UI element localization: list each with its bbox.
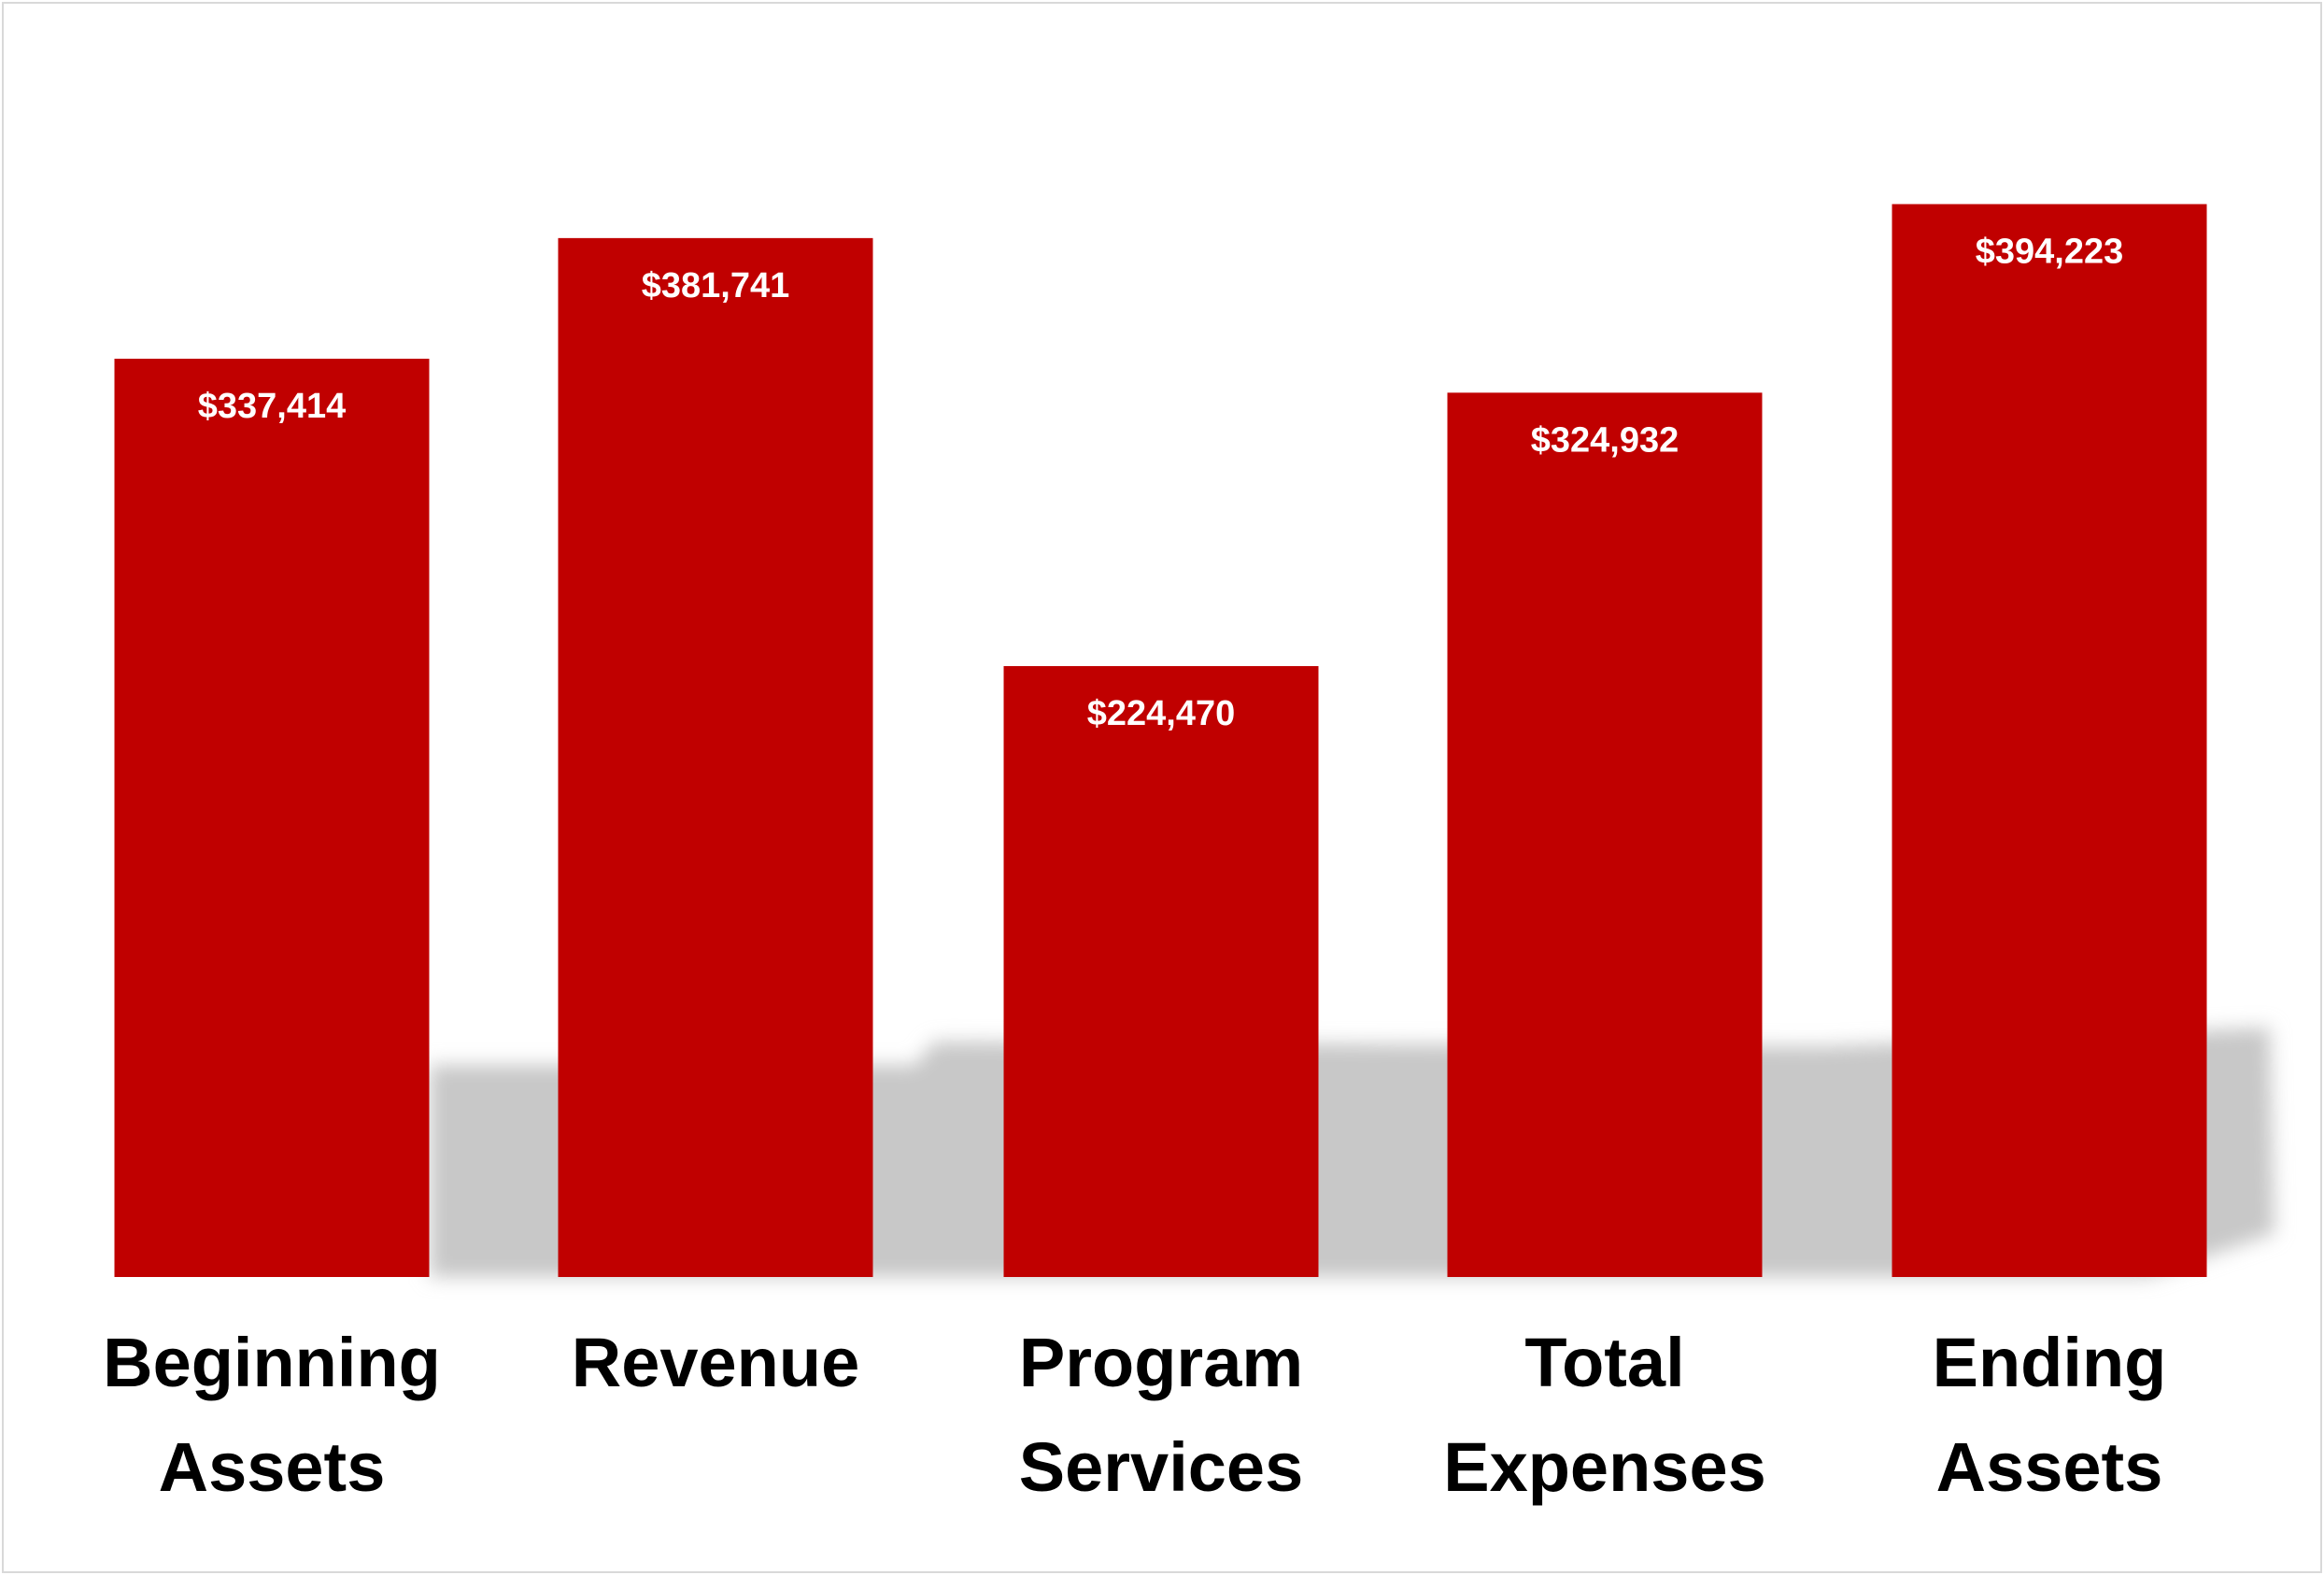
x-tick-label: Ending Assets xyxy=(1932,1324,2167,1506)
x-tick-label: Total Expenses xyxy=(1443,1324,1766,1506)
x-tick-label: Beginning Assets xyxy=(103,1324,441,1506)
floor-shadow xyxy=(430,1028,2274,1277)
x-tick-label: Revenue xyxy=(571,1324,860,1401)
bar xyxy=(558,237,873,1278)
x-tick-label: Program Services xyxy=(1018,1324,1304,1506)
value-label: $337,414 xyxy=(198,387,347,426)
value-label: $381,741 xyxy=(642,266,790,305)
bar xyxy=(1003,666,1319,1277)
bar xyxy=(1892,204,2207,1278)
value-label: $394,223 xyxy=(1976,232,2124,271)
bar xyxy=(114,359,430,1277)
value-label: $224,470 xyxy=(1087,694,1236,733)
bar xyxy=(1447,392,1763,1278)
value-label: $324,932 xyxy=(1531,420,1679,460)
